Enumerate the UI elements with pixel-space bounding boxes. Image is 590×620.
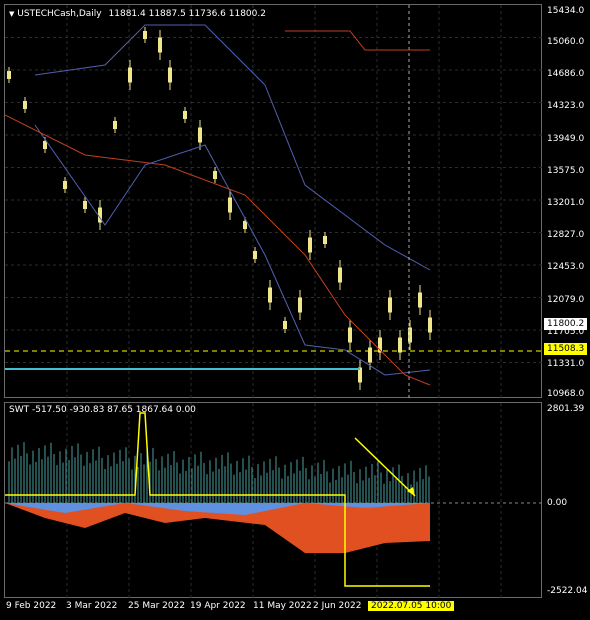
negative-area <box>5 503 430 553</box>
candle-body <box>243 221 247 229</box>
arrow-line <box>354 437 416 497</box>
candle-body <box>338 267 342 283</box>
candle-body <box>408 327 412 343</box>
candle-body <box>388 297 392 313</box>
indicator-label: SWT -517.50 -930.83 87.65 1867.64 0.00 <box>9 405 196 415</box>
price-chart-pane[interactable]: ▼ USTECHCash,Daily 11881.4 11887.5 11736… <box>4 4 543 399</box>
symbol-header: ▼ USTECHCash,Daily 11881.4 11887.5 11736… <box>9 9 266 19</box>
time-cursor-tag: 2022.07.05 10:00 <box>368 601 455 611</box>
candle-body <box>7 71 11 79</box>
candle-body <box>253 251 257 259</box>
arrow-head-icon <box>407 487 415 496</box>
price-tick: 13949.0 <box>547 134 585 144</box>
indicator-tick: -2522.04 <box>547 586 588 596</box>
candle-body <box>428 317 432 333</box>
indicator-canvas <box>5 403 543 599</box>
candle-body <box>228 197 232 213</box>
candle-body <box>63 181 67 189</box>
level-price-tag: 11508.3 <box>544 343 588 355</box>
indicator-pane[interactable]: SWT -517.50 -930.83 87.65 1867.64 0.00 <box>4 402 543 599</box>
price-tick: 13201.0 <box>547 198 585 208</box>
candle-body <box>368 347 372 363</box>
price-tick: 14323.0 <box>547 101 585 111</box>
moving-average-line <box>5 114 431 386</box>
candle-body <box>98 207 102 223</box>
candle-body <box>83 201 87 209</box>
dropdown-arrow-icon[interactable]: ▼ <box>9 10 15 18</box>
price-tick: 12827.0 <box>547 230 585 240</box>
candle-body <box>128 67 132 83</box>
candle-body <box>378 337 382 353</box>
candle-body <box>113 121 117 129</box>
candle-body <box>398 337 402 353</box>
signal-line <box>5 412 430 587</box>
candle-body <box>168 67 172 83</box>
candle-body <box>213 171 217 179</box>
time-tick: 9 Feb 2022 <box>6 601 57 611</box>
candle-body <box>308 237 312 253</box>
time-tick: 11 May 2022 <box>253 601 312 611</box>
time-tick: 3 Mar 2022 <box>66 601 118 611</box>
price-tick: 10968.0 <box>547 389 585 399</box>
price-tick: 15060.0 <box>547 37 585 47</box>
candle-body <box>43 141 47 149</box>
price-tick: 14686.0 <box>547 69 585 79</box>
candle-body <box>323 236 327 244</box>
time-tick: 2 Jun 2022 <box>313 601 362 611</box>
indicator-tick: 0.00 <box>547 498 568 508</box>
current-price-tag: 11800.2 <box>544 318 588 330</box>
blue-area <box>5 503 430 515</box>
symbol-label: USTECHCash,Daily <box>17 9 102 19</box>
price-tick: 11331.0 <box>547 359 585 369</box>
envelope-upper-line <box>34 24 431 271</box>
candle-body <box>348 327 352 343</box>
candle-body <box>198 127 202 143</box>
candle-body <box>23 101 27 109</box>
time-tick: 19 Apr 2022 <box>190 601 246 611</box>
price-tick: 13575.0 <box>547 166 585 176</box>
candle-body <box>298 297 302 313</box>
price-tick: 12453.0 <box>547 262 585 272</box>
ohlc-values: 11881.4 11887.5 11736.6 11800.2 <box>108 9 266 19</box>
candle-body <box>268 287 272 303</box>
price-chart-canvas <box>5 5 543 399</box>
resistance-line <box>285 30 430 51</box>
candle-body <box>158 37 162 53</box>
indicator-tick: 2801.39 <box>547 404 585 414</box>
candle-body <box>418 292 422 308</box>
price-tick: 11705.0 <box>547 327 585 337</box>
candle-body <box>183 111 187 119</box>
time-tick: 25 Mar 2022 <box>128 601 186 611</box>
envelope-lower-line <box>34 124 431 376</box>
candle-body <box>283 321 287 329</box>
candle-body <box>143 31 147 39</box>
price-tick: 12079.0 <box>547 295 585 305</box>
price-tick: 15434.0 <box>547 6 585 16</box>
candle-body <box>358 367 362 383</box>
